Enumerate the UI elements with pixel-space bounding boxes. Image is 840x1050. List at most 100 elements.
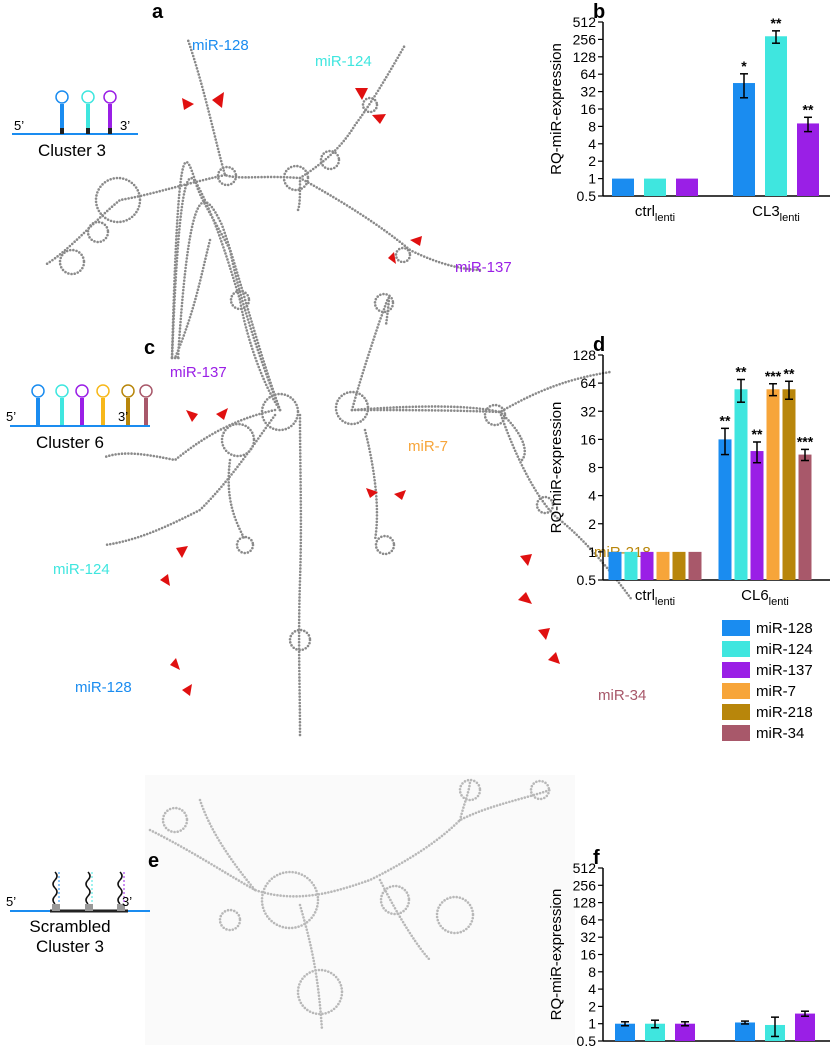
rna-structure-part	[363, 428, 379, 542]
error-bar	[769, 383, 777, 397]
three-prime: 3’	[118, 409, 128, 424]
y-tick-label: 8	[588, 460, 596, 476]
cleavage-arrows-part	[355, 88, 368, 100]
rna-structure-part	[350, 408, 527, 462]
panel-letter: a	[152, 1, 164, 23]
rna-structure-part	[378, 878, 432, 962]
rna-structure-part	[94, 176, 142, 224]
cluster-schematic-part	[81, 90, 95, 104]
cluster-schematic-part-part	[139, 384, 153, 398]
legend-swatch	[722, 704, 750, 720]
y-tick-label: 128	[573, 347, 597, 363]
rna-structure-part	[86, 220, 110, 244]
error-bar	[772, 30, 780, 44]
rna-structure-part	[58, 248, 86, 276]
rna-structure-part	[298, 903, 324, 1032]
y-tick-label: 8	[588, 964, 596, 980]
rna-structure-part	[103, 408, 277, 462]
legend-swatch	[722, 662, 750, 678]
y-tick-label: 512	[573, 14, 597, 30]
significance-label: **	[720, 412, 731, 428]
cluster-schematic	[12, 90, 138, 135]
bar	[640, 551, 654, 580]
error-bar	[771, 1016, 779, 1038]
rna-structure-part	[218, 908, 242, 932]
bar	[750, 451, 764, 580]
significance-label: *	[741, 58, 747, 74]
error-bar	[721, 427, 729, 456]
cluster-label: Cluster 3	[38, 141, 106, 160]
rna-structure-part	[374, 534, 396, 556]
y-tick-label: 2	[588, 516, 596, 532]
error-bar	[804, 116, 812, 133]
bar	[765, 36, 787, 197]
y-tick-label: 256	[573, 877, 597, 893]
cluster-schematic-part-part	[55, 384, 69, 398]
cluster-schematic-part	[85, 871, 91, 905]
rna-structure-part	[350, 370, 612, 414]
structure-label: miR-7	[408, 438, 448, 455]
y-tick-label: 128	[573, 895, 597, 911]
rna-structure	[43, 38, 484, 276]
significance-label: **	[771, 15, 782, 31]
y-tick-label: 16	[580, 431, 596, 447]
bar	[735, 1022, 755, 1041]
cluster-schematic-part	[36, 398, 148, 425]
panel-letter: c	[144, 337, 155, 359]
rna-structure-part	[483, 403, 507, 427]
five-prime: 5’	[6, 409, 16, 424]
structure-label: miR-128	[75, 679, 132, 696]
cleavage-arrows-part	[366, 488, 378, 498]
rna-structure	[148, 778, 552, 1032]
rna-structure-part	[535, 495, 555, 515]
cluster-schematic	[10, 384, 153, 427]
category-subscript: lenti	[655, 212, 675, 224]
legend-swatch	[722, 641, 750, 657]
cleavage-arrows-part	[182, 684, 192, 696]
panel-letter: e	[148, 850, 159, 872]
rna-structure-part	[229, 289, 251, 311]
rna-structure-part	[103, 413, 277, 547]
y-tick-label: 16	[580, 947, 596, 963]
y-tick-label: 512	[573, 860, 597, 876]
cleavage-arrows-part	[518, 592, 532, 604]
rna-structure-part	[458, 778, 482, 802]
y-tick-label: 2	[588, 998, 596, 1014]
rna-structure-part	[298, 43, 407, 180]
bar	[766, 389, 780, 580]
bar	[795, 1013, 815, 1041]
structure-background	[145, 775, 575, 1045]
rna-structure-part	[498, 410, 634, 602]
significance-label: **	[784, 365, 795, 381]
bar	[688, 551, 702, 580]
error-bar	[801, 1010, 809, 1017]
rna-structure-part	[260, 392, 300, 432]
legend-label: miR-218	[756, 704, 813, 721]
cluster-schematic-part	[85, 904, 93, 911]
significance-label: **	[752, 426, 763, 442]
bar	[672, 551, 686, 580]
y-tick-label: 1	[588, 544, 596, 560]
cleavage-arrows-part	[538, 628, 550, 640]
cluster-schematic-part-part	[121, 384, 135, 398]
bar	[798, 454, 812, 580]
cluster-schematic-part	[117, 904, 125, 911]
structure-label: miR-34	[598, 687, 646, 704]
legend-label: miR-128	[756, 620, 813, 637]
bar	[624, 551, 638, 580]
error-bar	[740, 73, 748, 99]
cluster-schematic-part	[117, 871, 123, 905]
cluster-schematic-part	[52, 871, 58, 905]
bar	[615, 1023, 635, 1041]
rna-structure-part	[373, 292, 395, 314]
structure-label: miR-137	[170, 364, 227, 381]
five-prime: 5’	[14, 118, 24, 133]
structure-label: miR-137	[455, 259, 512, 276]
rna-structure-part	[361, 96, 379, 114]
bar	[675, 1023, 695, 1041]
cluster-schematic-part	[55, 90, 69, 104]
rna-structure-part	[170, 238, 212, 360]
y-tick-label: 4	[588, 981, 596, 997]
structure-label: miR-124	[315, 53, 372, 70]
rna-structure-part	[186, 38, 302, 180]
